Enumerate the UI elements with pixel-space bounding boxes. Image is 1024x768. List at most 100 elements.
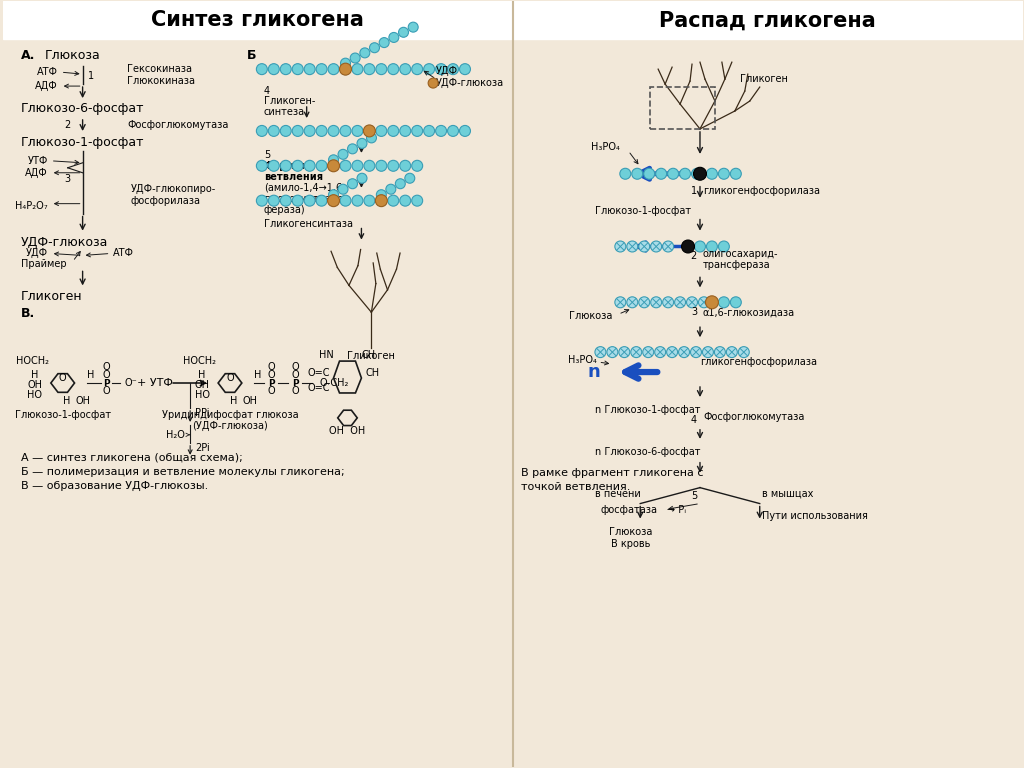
- Text: гликогенфосфорилаза: гликогенфосфорилаза: [700, 357, 817, 367]
- Text: фосфатаза: фосфатаза: [600, 505, 657, 515]
- Text: CH: CH: [361, 350, 376, 360]
- Text: Фосфоглюкомутаза: Фосфоглюкомутаза: [702, 412, 804, 422]
- Text: O: O: [292, 370, 299, 380]
- Circle shape: [707, 241, 718, 252]
- Circle shape: [292, 195, 303, 206]
- Text: Глюкоза: Глюкоза: [569, 311, 612, 321]
- Circle shape: [738, 346, 750, 358]
- Text: O-CH₂: O-CH₂: [319, 378, 349, 388]
- Text: Б — полимеризация и ветвление молекулы гликогена;: Б — полимеризация и ветвление молекулы г…: [20, 467, 344, 477]
- Text: H₂O: H₂O: [166, 430, 185, 440]
- Circle shape: [359, 48, 370, 58]
- Circle shape: [412, 195, 423, 206]
- Circle shape: [663, 296, 674, 308]
- Text: Синтез гликогена: Синтез гликогена: [152, 10, 365, 30]
- Text: Глюкоза: Глюкоза: [45, 48, 100, 61]
- Text: гликогенфосфорилаза: гликогенфосфорилаза: [702, 186, 820, 196]
- Circle shape: [316, 64, 327, 74]
- Circle shape: [376, 194, 387, 207]
- Text: Б: Б: [247, 48, 256, 61]
- Text: УДФ-глюкоза: УДФ-глюкоза: [436, 78, 504, 88]
- Text: O: O: [268, 386, 275, 396]
- Circle shape: [364, 125, 375, 137]
- Text: O: O: [268, 362, 275, 372]
- Circle shape: [388, 195, 398, 206]
- Text: фераза): фераза): [264, 204, 305, 214]
- Circle shape: [304, 125, 315, 137]
- Circle shape: [256, 64, 267, 74]
- Circle shape: [719, 296, 729, 308]
- Text: HOCH₂: HOCH₂: [183, 356, 216, 366]
- Circle shape: [340, 64, 351, 74]
- Bar: [650, 87, 715, 129]
- Circle shape: [424, 125, 434, 137]
- Circle shape: [668, 168, 679, 179]
- Circle shape: [632, 168, 643, 179]
- Circle shape: [329, 190, 339, 200]
- Circle shape: [719, 241, 729, 252]
- Bar: [513, 2, 1023, 39]
- Circle shape: [424, 64, 434, 74]
- Circle shape: [618, 346, 630, 358]
- Circle shape: [607, 346, 617, 358]
- Text: H: H: [63, 396, 71, 406]
- Circle shape: [686, 296, 697, 308]
- Text: n Глюкозо-6-фосфат: n Глюкозо-6-фосфат: [595, 447, 701, 457]
- Text: H: H: [230, 396, 238, 406]
- Text: Глюкоза: Глюкоза: [608, 528, 652, 538]
- Circle shape: [388, 161, 398, 171]
- Text: 3: 3: [65, 174, 71, 184]
- Text: УДФ-глюкоза: УДФ-глюкоза: [20, 236, 109, 249]
- Circle shape: [256, 161, 267, 171]
- Text: АДФ: АДФ: [25, 167, 48, 177]
- Text: Фосфоглюкомутаза: Фосфоглюкомутаза: [127, 120, 228, 130]
- Text: HO: HO: [195, 390, 210, 400]
- Circle shape: [338, 184, 348, 194]
- Text: 1: 1: [88, 71, 94, 81]
- Text: ветвления: ветвления: [264, 172, 323, 182]
- Circle shape: [698, 296, 710, 308]
- Text: O: O: [102, 370, 111, 380]
- Text: Глюкозо-6-фосфат: Глюкозо-6-фосфат: [20, 102, 144, 115]
- Text: PPi: PPi: [196, 408, 210, 418]
- Text: Гликогенсинтаза: Гликогенсинтаза: [264, 219, 353, 229]
- Circle shape: [399, 125, 411, 137]
- Circle shape: [389, 32, 398, 42]
- Text: Гликоген: Гликоген: [347, 351, 395, 361]
- Text: HOCH₂: HOCH₂: [15, 356, 49, 366]
- Circle shape: [399, 195, 411, 206]
- Circle shape: [460, 64, 470, 74]
- Circle shape: [316, 125, 327, 137]
- Circle shape: [352, 64, 362, 74]
- Circle shape: [281, 64, 291, 74]
- Text: АТФ: АТФ: [113, 249, 133, 259]
- Circle shape: [256, 125, 267, 137]
- Circle shape: [350, 53, 360, 63]
- Circle shape: [281, 195, 291, 206]
- Circle shape: [428, 78, 438, 88]
- Text: Гексокиназа: Гексокиназа: [127, 65, 193, 74]
- Circle shape: [395, 179, 406, 189]
- Circle shape: [379, 38, 389, 48]
- Circle shape: [292, 64, 303, 74]
- Text: трансфераза: трансфераза: [702, 260, 771, 270]
- Circle shape: [352, 195, 362, 206]
- Text: n Глюкозо-1-фосфат: n Глюкозо-1-фосфат: [595, 405, 701, 415]
- Text: 4: 4: [264, 86, 270, 96]
- Text: олигосахарид-: олигосахарид-: [702, 250, 778, 260]
- Circle shape: [404, 174, 415, 184]
- Text: 5: 5: [264, 150, 270, 160]
- Circle shape: [357, 138, 367, 148]
- Text: УТФ: УТФ: [28, 156, 48, 166]
- Text: H₃PO₄: H₃PO₄: [592, 142, 621, 152]
- Text: 4: 4: [691, 415, 697, 425]
- Text: Гликоген-: Гликоген-: [264, 96, 315, 106]
- Circle shape: [377, 190, 386, 200]
- Text: OH: OH: [28, 380, 42, 390]
- Bar: [3, 2, 513, 39]
- Circle shape: [399, 161, 411, 171]
- Circle shape: [412, 64, 423, 74]
- Text: → Pᵢ: → Pᵢ: [667, 505, 686, 515]
- Text: Глюкозо-1-фосфат: Глюкозо-1-фосфат: [20, 137, 144, 149]
- Circle shape: [643, 346, 653, 358]
